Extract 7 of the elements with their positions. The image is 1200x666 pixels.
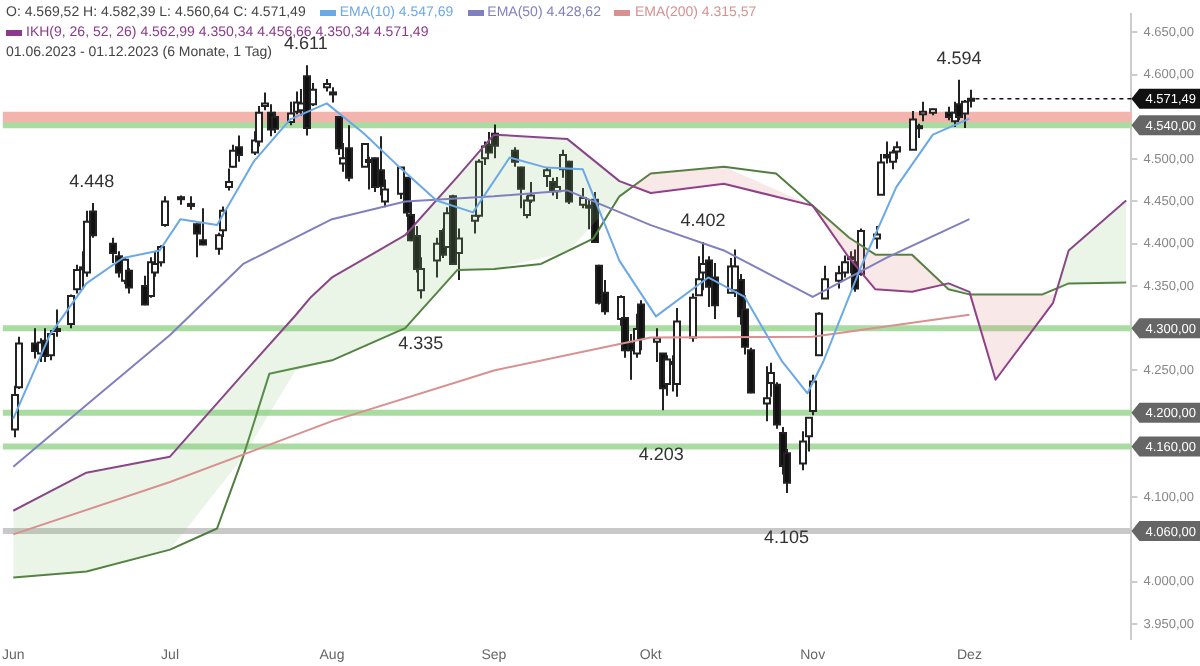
- annotation: 4.611: [284, 33, 328, 54]
- annotation: 4.203: [638, 444, 684, 465]
- annotation: 4.402: [680, 209, 726, 230]
- annotation: 4.335: [398, 332, 444, 353]
- annotation: 4.594: [936, 47, 982, 68]
- annotation: 4.448: [69, 171, 115, 192]
- annotation: 4.105: [764, 526, 810, 547]
